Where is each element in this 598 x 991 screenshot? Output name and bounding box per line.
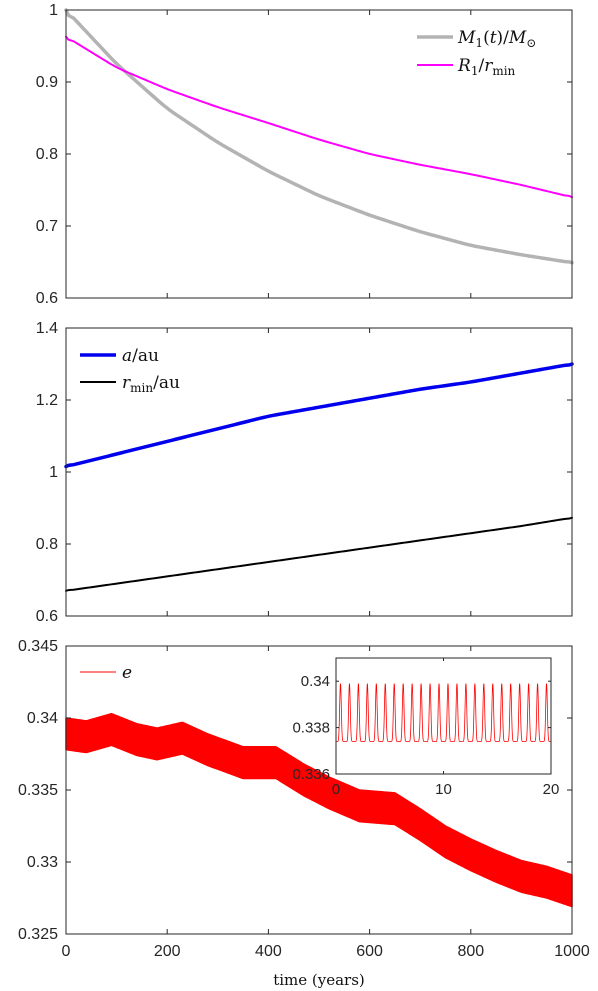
panel-1-y-tick-label: 0.6 <box>36 290 58 307</box>
inset-x-tick-label: 0 <box>332 781 340 798</box>
inset-background <box>336 658 551 774</box>
panel-3-x-tick-label: 0 <box>62 943 71 960</box>
panel-mass-radius: 0.6 0.7 0.8 0.9 1 M1(t)/M⊙ R1/rmin <box>36 2 574 307</box>
panel-3-x-tick-label: 1000 <box>554 943 590 960</box>
panel-2-y-tick-label: 1.2 <box>36 392 58 409</box>
panel-3-y-tick-label: 0.33 <box>27 854 58 871</box>
panel-3-x-tick-label: 200 <box>154 943 181 960</box>
x-axis-label: time (years) <box>273 971 365 989</box>
inset-series-e <box>336 683 551 742</box>
panel-3-y-tick-label: 0.325 <box>18 926 58 943</box>
panel-1-y-tick-label: 0.7 <box>36 218 58 235</box>
panel-2-y-tick-label: 1 <box>49 464 58 481</box>
panel-3-x-tick-label: 400 <box>255 943 282 960</box>
panel-eccentricity: 0 200 400 600 800 10000.3250.330.3350.340.345… <box>18 638 590 960</box>
panel-3-x-tick-label: 600 <box>356 943 383 960</box>
panel-2-y-tick-label: 1.4 <box>36 320 58 337</box>
panel-2-legend: a/au rmin/au <box>80 346 180 395</box>
panel-3-y-tick-label: 0.345 <box>18 638 58 655</box>
panel-semimajor-axis: 0.6 0.8 1 1.2 1.4 a/au rmin/au <box>36 320 574 625</box>
inset-y-tick-label: 0.338 <box>292 720 330 737</box>
inset-y-tick-label: 0.336 <box>292 766 330 783</box>
panel-1-frame <box>65 9 573 299</box>
panel-1-legend: M1(t)/M⊙ R1/rmin <box>417 28 536 78</box>
series-line-0-0 <box>64 8 574 265</box>
legend-label-m1: M1(t)/M⊙ <box>457 28 536 50</box>
panel-1-y-tick-label: 1 <box>49 2 58 19</box>
legend-label-r1: R1/rmin <box>457 56 516 78</box>
panel-3-y-tick-label: 0.335 <box>18 782 58 799</box>
panel-3-y-tick-label: 0.34 <box>27 710 58 727</box>
panel-2-y-tick-label: 0.8 <box>36 536 58 553</box>
panel-1-y-tick-label: 0.8 <box>36 146 58 163</box>
legend-label-rmin: rmin/au <box>122 373 180 395</box>
panel-2-y-tick-label: 0.6 <box>36 608 58 625</box>
inset-y-tick-label: 0.34 <box>301 673 330 690</box>
inset-zoom: 0 10 20 0.336 0.338 0.34 <box>292 657 560 798</box>
panel-3-legend: e <box>80 663 132 683</box>
series-line-0-1 <box>65 35 573 199</box>
inset-x-tick-label: 10 <box>435 781 452 798</box>
panel-2-frame <box>65 327 573 617</box>
panel-3-x-tick-label: 800 <box>457 943 484 960</box>
inset-x-tick-label: 20 <box>543 781 560 798</box>
legend-label-e: e <box>122 663 132 683</box>
panel-1-y-tick-label: 0.9 <box>36 74 58 91</box>
series-line-1-0 <box>64 362 574 469</box>
legend-label-a: a/au <box>122 346 159 366</box>
series-line-1-1 <box>65 516 573 592</box>
